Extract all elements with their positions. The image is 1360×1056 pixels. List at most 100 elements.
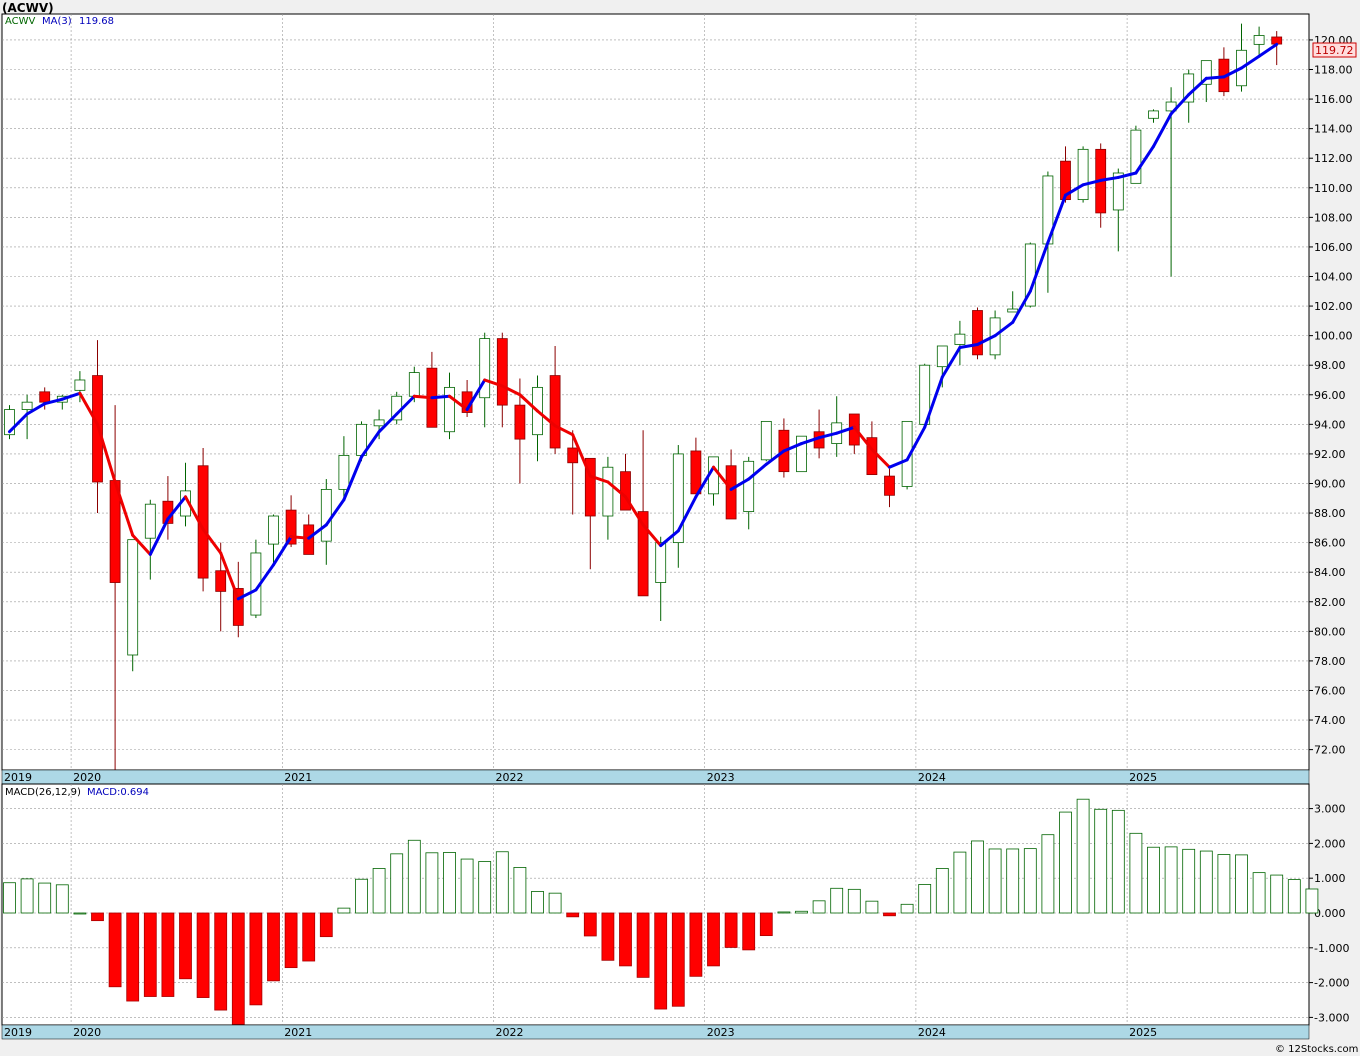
macd-bar: [865, 900, 879, 914]
macd-value: MACD:0.694: [87, 787, 149, 798]
ma-segment: [377, 412, 399, 434]
ma-segment: [8, 412, 29, 434]
macd-bar: [161, 912, 175, 997]
price-tick-label: 110.00: [1314, 182, 1353, 195]
candle-body: [338, 454, 350, 490]
ma-segment: [729, 477, 751, 491]
ma-segment: [412, 394, 434, 400]
symbol-label: ACWV: [5, 16, 36, 27]
ma-segment: [131, 533, 152, 556]
price-tick-label: 88.00: [1314, 507, 1346, 520]
credit: © 12Stocks.com: [1275, 1044, 1358, 1055]
macd-tick-label: -1.000: [1314, 942, 1349, 955]
price-tick-label: 114.00: [1314, 123, 1353, 136]
macd-bar: [971, 840, 984, 914]
year-label: 2023: [707, 1026, 735, 1039]
candle: [215, 542, 227, 632]
candle: [1112, 168, 1124, 252]
candle-body: [144, 503, 156, 539]
candle-body: [549, 375, 561, 449]
year-label: 2019: [4, 1026, 32, 1039]
candle-body: [567, 447, 579, 464]
price-plot-area: [1, 13, 1310, 771]
macd-bar: [707, 912, 720, 967]
macd-bar: [249, 912, 263, 1006]
ma-segment: [958, 343, 979, 349]
ma-segment: [659, 529, 680, 548]
ma-segment: [1240, 54, 1261, 70]
macd-bar: [73, 912, 87, 915]
macd-bar: [619, 912, 632, 967]
macd-bar: [566, 912, 580, 918]
macd-bar: [795, 910, 808, 914]
price-tick-label: 108.00: [1314, 211, 1353, 224]
macd-bar: [443, 852, 456, 914]
price-tick-label: 72.00: [1314, 744, 1346, 757]
price-tick-label: 112.00: [1314, 152, 1353, 165]
ma-segment: [430, 394, 451, 400]
price-x-axis-band: [1, 769, 1310, 785]
ma-segment: [800, 436, 821, 446]
candle-body: [39, 391, 51, 403]
candle-body: [514, 404, 526, 440]
ma-segment: [764, 449, 786, 466]
macd-bar: [900, 903, 914, 914]
candle-body: [1200, 60, 1212, 85]
candle-body: [936, 345, 948, 368]
macd-bar: [636, 912, 650, 978]
ma-value: 119.68: [79, 16, 114, 27]
macd-bar: [302, 912, 316, 962]
macd-bar: [689, 912, 703, 977]
ma-segment: [113, 480, 135, 537]
candle-body: [232, 588, 244, 626]
macd-bar: [319, 912, 333, 938]
macd-bars: [3, 798, 1319, 1025]
candle-body: [602, 466, 614, 517]
ma-segment: [1116, 171, 1138, 179]
price-gridlines: [2, 14, 1309, 770]
price-tick-label: 78.00: [1314, 655, 1346, 668]
candle-body: [4, 409, 15, 436]
candle: [268, 514, 279, 567]
macd-bar: [548, 892, 562, 914]
ma-segment: [1187, 76, 1208, 97]
ma-segment: [289, 535, 311, 540]
ma-segment: [219, 551, 240, 601]
macd-bar: [830, 887, 844, 914]
price-tick-label: 94.00: [1314, 418, 1346, 431]
candle-body: [901, 420, 913, 487]
ma-segment: [1257, 42, 1279, 58]
candle: [444, 372, 455, 440]
ma-segment: [536, 409, 557, 428]
year-label: 2020: [73, 771, 101, 784]
price-tick-label: 86.00: [1314, 537, 1346, 550]
candle: [1253, 26, 1265, 55]
macd-bar: [460, 858, 474, 914]
candle: [74, 371, 86, 403]
ma-segment: [272, 535, 293, 567]
macd-bar: [812, 900, 826, 914]
macd-bar: [1076, 798, 1090, 914]
candle-body: [1077, 148, 1089, 201]
macd-bar: [1287, 879, 1301, 914]
candle-body: [21, 401, 33, 410]
candle: [1200, 60, 1212, 103]
candle-body: [215, 570, 227, 592]
candle-body: [884, 475, 895, 496]
macd-bar: [425, 852, 439, 914]
year-label: 2019: [4, 771, 32, 784]
ma-segment: [78, 391, 99, 426]
chart-title: (ACWV): [2, 1, 54, 15]
macd-bar: [1217, 854, 1231, 914]
macd-bar: [196, 912, 210, 998]
candle: [1060, 146, 1071, 203]
candle-body: [408, 372, 420, 397]
candle-body: [1007, 308, 1019, 313]
ma-segment: [993, 320, 1015, 338]
ma-segment: [1134, 144, 1155, 175]
macd-bar: [1041, 834, 1055, 914]
candle: [901, 420, 913, 490]
macd-bar: [38, 882, 52, 914]
candle: [637, 430, 649, 597]
ma-segment: [43, 397, 64, 406]
